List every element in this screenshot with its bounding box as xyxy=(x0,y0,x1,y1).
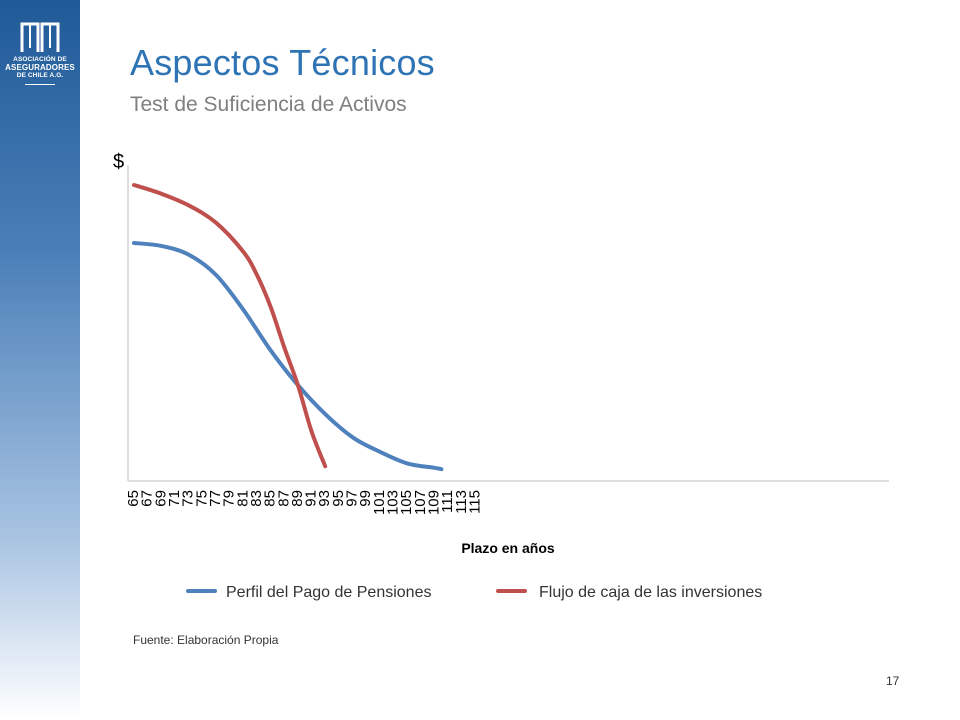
logo-line: ASEGURADORES xyxy=(5,63,75,72)
logo: ASOCIACIÓN DE ASEGURADORES DE CHILE A.G. xyxy=(0,18,80,118)
legend-label-1: Perfil del Pago de Pensiones xyxy=(226,584,431,601)
x-tick-label: 75 xyxy=(193,490,210,507)
data-point-2 xyxy=(282,345,286,349)
x-tick-label: 73 xyxy=(180,490,197,507)
data-point-1 xyxy=(405,461,409,465)
x-tick-label: 71 xyxy=(166,490,183,507)
x-tick-label: 111 xyxy=(439,490,456,513)
data-point-2 xyxy=(132,183,136,187)
data-point-1 xyxy=(433,466,436,470)
x-tick-label: 77 xyxy=(207,490,224,507)
x-tick-label: 109 xyxy=(425,490,442,515)
x-tick-label: 65 xyxy=(125,490,142,507)
x-tick-label: 89 xyxy=(289,490,306,507)
x-tick-label: 79 xyxy=(221,490,238,507)
x-tick-label: 67 xyxy=(139,490,156,507)
x-tick-label: 81 xyxy=(234,490,251,507)
data-point-2 xyxy=(255,273,259,277)
data-point-2 xyxy=(159,192,163,196)
x-tick-label: 85 xyxy=(262,490,279,507)
x-axis-label: Plazo en años xyxy=(461,540,555,556)
columns-logo-icon xyxy=(20,22,60,52)
x-tick-label: 105 xyxy=(398,490,415,515)
logo-divider xyxy=(25,84,55,85)
data-point-1 xyxy=(323,412,327,416)
data-point-2 xyxy=(296,383,300,387)
logo-text: ASOCIACIÓN DE ASEGURADORES DE CHILE A.G. xyxy=(0,56,80,80)
x-tick-label: 103 xyxy=(384,490,401,515)
data-point-2 xyxy=(187,203,191,207)
page-number: 17 xyxy=(886,674,900,688)
data-point-2 xyxy=(323,464,327,468)
data-point-2 xyxy=(269,305,273,309)
series-line-2 xyxy=(132,183,328,469)
legend-label-2: Flujo de caja de las inversiones xyxy=(539,584,762,601)
side-band xyxy=(0,0,80,720)
x-tick-label: 115 xyxy=(466,490,483,514)
data-point-2 xyxy=(310,430,314,433)
x-tick-label: 97 xyxy=(344,490,361,507)
page-title: Aspectos Técnicos xyxy=(130,42,435,83)
x-tick-label: 95 xyxy=(330,490,347,507)
x-tick-label: 99 xyxy=(357,490,374,507)
data-point-1 xyxy=(269,348,273,352)
logo-line: DE CHILE A.G. xyxy=(16,72,64,79)
y-axis-label: $ xyxy=(113,151,124,173)
data-point-1 xyxy=(214,273,218,277)
data-point-1 xyxy=(439,467,443,471)
logo-line: ASOCIACIÓN DE xyxy=(13,56,67,63)
page-subtitle: Test de Suficiencia de Activos xyxy=(130,93,407,116)
data-point-1 xyxy=(187,253,191,257)
x-tick-label: 107 xyxy=(412,490,429,515)
x-tick-label: 101 xyxy=(371,490,388,515)
data-point-2 xyxy=(241,250,245,254)
x-tick-label: 113 xyxy=(453,490,470,514)
x-tick-label: 69 xyxy=(152,490,169,507)
x-tick-label: 87 xyxy=(275,490,292,507)
data-point-1 xyxy=(241,308,245,312)
x-tick-label: 83 xyxy=(248,490,265,507)
source-note: Fuente: Elaboración Propia xyxy=(133,633,279,647)
x-tick-label: 93 xyxy=(316,490,333,507)
x-tick-label: 91 xyxy=(303,490,320,507)
data-point-1 xyxy=(132,241,136,245)
data-point-2 xyxy=(214,221,218,225)
data-point-1 xyxy=(378,450,382,454)
data-point-1 xyxy=(351,435,355,439)
data-point-1 xyxy=(159,244,163,248)
